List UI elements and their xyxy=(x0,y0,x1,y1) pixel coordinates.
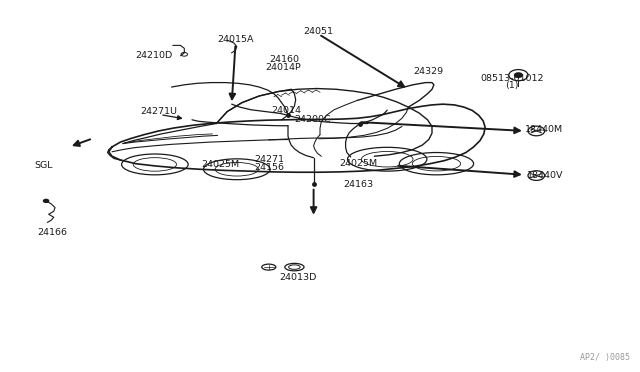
Text: 24014P: 24014P xyxy=(265,63,301,72)
Circle shape xyxy=(44,199,49,202)
Text: 24166: 24166 xyxy=(38,228,67,237)
Text: 24271U: 24271U xyxy=(140,107,177,116)
Text: 24200C: 24200C xyxy=(294,115,331,124)
Text: AP2/ )0085: AP2/ )0085 xyxy=(580,353,630,362)
Text: 24160: 24160 xyxy=(269,55,299,64)
Text: 24013D: 24013D xyxy=(279,273,316,282)
Text: 24210D: 24210D xyxy=(135,51,172,60)
Text: 24014: 24014 xyxy=(272,106,301,115)
Text: 24163: 24163 xyxy=(343,180,374,189)
Circle shape xyxy=(515,73,522,77)
Text: 24025M: 24025M xyxy=(339,159,378,168)
Text: 24025M: 24025M xyxy=(202,160,240,169)
Text: 24051: 24051 xyxy=(304,27,333,36)
Text: (1): (1) xyxy=(505,81,519,90)
Text: 08513-61012: 08513-61012 xyxy=(480,74,544,83)
Text: 24329: 24329 xyxy=(413,67,444,76)
Text: 18440M: 18440M xyxy=(525,125,563,134)
Text: 24156: 24156 xyxy=(254,163,284,172)
Text: 24271: 24271 xyxy=(254,155,284,164)
Text: 18440V: 18440V xyxy=(527,171,564,180)
Text: SGL: SGL xyxy=(35,161,52,170)
Text: 24015A: 24015A xyxy=(217,35,254,44)
